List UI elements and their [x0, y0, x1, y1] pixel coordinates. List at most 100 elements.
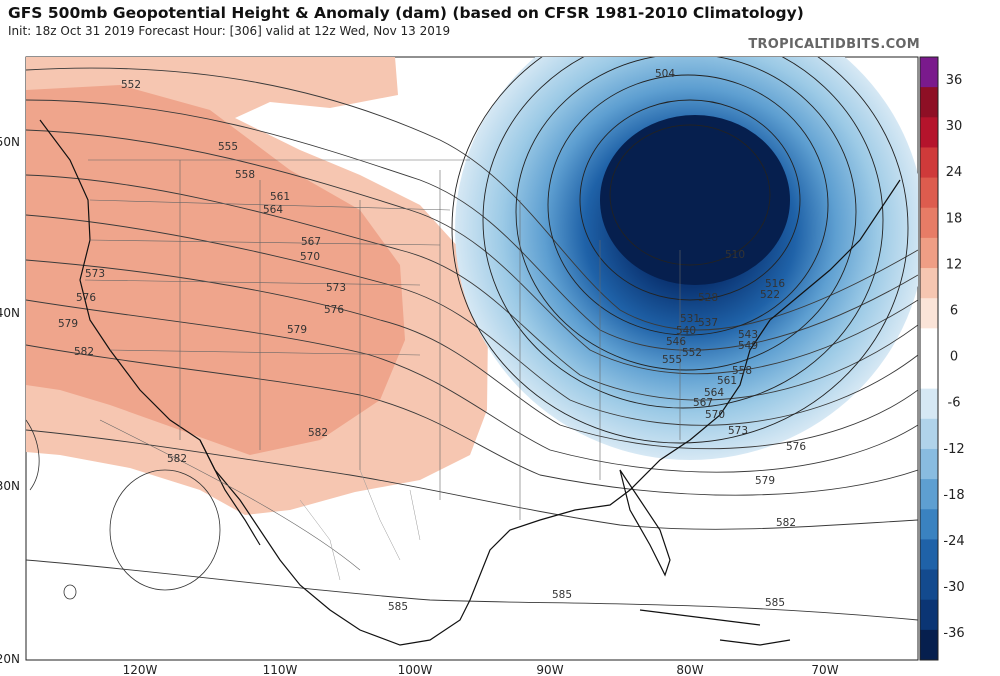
- island-outlines: [26, 419, 221, 600]
- colorbar-swatch: [920, 418, 938, 450]
- lon-tick-label: 100W: [398, 663, 433, 676]
- colorbar-tick-label: 0: [950, 350, 958, 365]
- contour-label: 579: [755, 475, 775, 487]
- contour-label: 540: [676, 325, 696, 337]
- colorbar-swatch: [920, 268, 938, 299]
- contour-label: 567: [693, 397, 713, 409]
- positive-anomaly-shading: [26, 57, 488, 515]
- colorbar-tick-label: 18: [946, 211, 963, 226]
- colorbar-swatch: [920, 57, 938, 88]
- colorbar-swatch: [920, 298, 938, 329]
- height-contour-lines: [26, 67, 918, 621]
- contour-label: 510: [725, 249, 745, 261]
- contour-label: 522: [760, 289, 780, 301]
- lat-tick-label: 20N: [0, 652, 20, 666]
- contour-label: 516: [765, 278, 785, 290]
- colorbar-swatch: [920, 117, 938, 148]
- colorbar-swatch: [920, 177, 938, 209]
- contour-label: 561: [717, 375, 737, 387]
- contour-label: 570: [705, 409, 725, 421]
- latitude-axis: 50N 40N 30N 20N: [0, 135, 20, 666]
- colorbar-swatch: [920, 328, 938, 359]
- contour-label: 555: [662, 354, 682, 366]
- contour-label: 564: [704, 387, 724, 399]
- colorbar-swatch: [920, 539, 938, 571]
- contour-label: 546: [666, 336, 686, 348]
- colorbar-swatch: [920, 629, 938, 661]
- colorbar-frame: [919, 56, 939, 661]
- contour-label: 543: [738, 329, 758, 341]
- contour-label: 585: [388, 601, 408, 613]
- colorbar-tick-label: -30: [943, 580, 964, 595]
- colorbar-tick-label: -36: [943, 626, 964, 641]
- contour-label: 582: [308, 427, 328, 439]
- contour-label: 585: [765, 597, 785, 609]
- contour-label: 552: [121, 79, 141, 91]
- lon-tick-label: 90W: [536, 663, 563, 676]
- contour-label: 576: [786, 441, 806, 453]
- mexico-borders: [299, 469, 421, 581]
- contour-label: 585: [552, 589, 572, 601]
- contour-label: 579: [58, 318, 78, 330]
- contour-label: 555: [218, 141, 238, 153]
- lat-tick-label: 30N: [0, 479, 20, 493]
- lon-tick-label: 120W: [123, 663, 158, 676]
- colorbar-tick-label: -24: [943, 534, 964, 549]
- chart-title: GFS 500mb Geopotential Height & Anomaly …: [8, 4, 804, 22]
- contour-label: 552: [682, 347, 702, 359]
- colorbar-swatch: [920, 569, 938, 601]
- colorbar-tick-label: -18: [943, 488, 964, 503]
- anomaly-colorbar: 36 30 24 18 12 6 0 -6 -12 -18 -24 -30 -36: [919, 56, 965, 661]
- contour-label: 576: [76, 292, 96, 304]
- colorbar-swatch: [920, 147, 938, 179]
- contour-label: 528: [698, 292, 718, 304]
- colorbar-swatch: [920, 87, 938, 118]
- colorbar-swatch: [920, 237, 938, 269]
- colorbar-swatch: [920, 509, 938, 540]
- colorbar-tick-label: 24: [946, 165, 963, 180]
- lat-tick-label: 50N: [0, 135, 20, 149]
- contour-label: 570: [300, 251, 320, 263]
- contour-label: 504: [655, 68, 675, 80]
- brand-watermark: TROPICALTIDBITS.COM: [748, 37, 920, 52]
- colorbar-swatch: [920, 207, 938, 239]
- contour-label: 531: [680, 313, 700, 325]
- contour-label: 537: [698, 317, 718, 329]
- colorbar-tick-label: -6: [948, 396, 961, 411]
- contour-label: 558: [235, 169, 255, 181]
- lon-tick-label: 80W: [676, 663, 703, 676]
- contour-label: 561: [270, 191, 290, 203]
- contour-label: 549: [738, 340, 758, 352]
- colorbar-swatch: [920, 388, 938, 420]
- colorbar-swatch: [920, 358, 938, 390]
- init-valid-line: Init: 18z Oct 31 2019 Forecast Hour: [30…: [8, 24, 451, 38]
- lon-tick-label: 110W: [263, 663, 298, 676]
- contour-label: 582: [74, 346, 94, 358]
- low-center-contours: [451, 57, 909, 444]
- colorbar-tick-label: -12: [943, 442, 964, 457]
- lon-tick-label: 70W: [811, 663, 838, 676]
- state-borders: [84, 159, 681, 571]
- contour-label: 573: [85, 268, 105, 280]
- colorbar-tick-label: 6: [950, 304, 958, 319]
- contour-label: 576: [324, 304, 344, 316]
- lat-tick-label: 40N: [0, 306, 20, 320]
- contour-label: 567: [301, 236, 321, 248]
- colorbar-tick-label: 30: [946, 119, 963, 134]
- contour-label: 573: [728, 425, 748, 437]
- contour-label: 582: [776, 517, 796, 529]
- coastlines: [39, 119, 901, 646]
- longitude-axis: 120W 110W 100W 90W 80W 70W: [123, 663, 839, 676]
- contour-label: 573: [326, 282, 346, 294]
- colorbar-tick-label: 12: [946, 257, 963, 272]
- contour-label: 579: [287, 324, 307, 336]
- contour-label: 582: [167, 453, 187, 465]
- colorbar-swatch: [920, 599, 938, 631]
- negative-anomaly-shading: [455, 57, 918, 460]
- colorbar-tick-label: 36: [946, 73, 963, 88]
- contour-label: 558: [732, 365, 752, 377]
- colorbar-swatch: [920, 479, 938, 510]
